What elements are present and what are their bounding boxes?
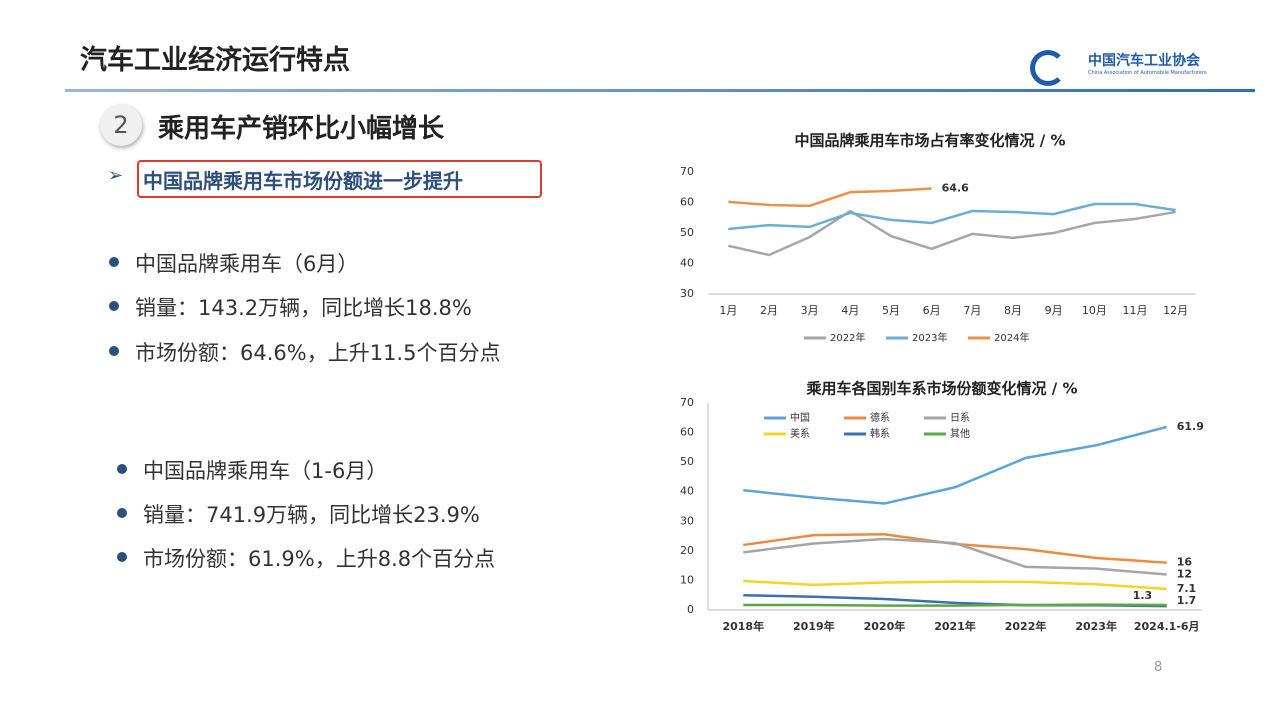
data-label: 1.7	[1177, 594, 1197, 607]
series-line	[728, 187, 932, 208]
bullet: 销量：741.9万辆，同比增长23.9%	[117, 499, 480, 529]
data-label: 64.6	[942, 181, 969, 194]
chart-title: 中国品牌乘用车市场占有率变化情况 / %	[795, 132, 1066, 150]
x-tick-label: 2月	[760, 304, 778, 317]
series-line	[743, 537, 1167, 576]
x-tick-label: 3月	[801, 304, 819, 317]
legend-label: 其他	[950, 427, 970, 440]
y-tick-label: 20	[680, 544, 694, 557]
data-label: 1.3	[1133, 589, 1153, 602]
x-tick-label: 11月	[1123, 304, 1148, 317]
x-tick-label: 2018年	[722, 619, 764, 633]
highlight-box: 中国品牌乘用车市场份额进一步提升	[137, 160, 542, 198]
y-tick-label: 60	[680, 426, 694, 439]
x-tick-label: 2020年	[864, 619, 906, 633]
legend-label: 2023年	[912, 331, 947, 344]
logo-icon	[1030, 50, 1066, 86]
series-line	[743, 603, 1167, 607]
slide-title: 汽车工业经济运行特点	[80, 45, 350, 76]
y-tick-label: 50	[680, 455, 694, 468]
x-tick-label: 2023年	[1075, 619, 1117, 633]
series-line	[728, 202, 1176, 231]
bullet: 市场份额：64.6%，上升11.5个百分点	[108, 337, 500, 367]
x-tick-label: 7月	[963, 304, 981, 317]
y-tick-label: 30	[680, 514, 694, 527]
x-tick-label: 4月	[841, 304, 859, 317]
x-tick-label: 6月	[923, 304, 941, 317]
data-label: 12	[1177, 568, 1192, 581]
bullet: 销量：143.2万辆，同比增长18.8%	[109, 292, 472, 322]
x-tick-label: 2019年	[793, 619, 835, 633]
bullet: 市场份额：61.9%，上升8.8个百分点	[116, 543, 495, 573]
data-label: 16	[1177, 556, 1193, 569]
x-tick-label: 9月	[1045, 304, 1063, 317]
data-label: 7.1	[1177, 582, 1197, 595]
chart-title: 乘用车各国别车系市场份额变化情况 / %	[806, 380, 1078, 398]
x-tick-label: 8月	[1004, 304, 1022, 317]
x-tick-label: 1月	[719, 304, 737, 317]
legend-label: 韩系	[870, 427, 890, 440]
x-tick-label: 2021年	[934, 619, 976, 633]
series-line	[743, 533, 1167, 564]
logo-subtext: China Association of Automobile Manufact…	[1088, 70, 1207, 76]
page-number: 8	[1154, 660, 1163, 675]
legend-label: 中国	[790, 411, 810, 424]
x-tick-label: 2024.1-6月	[1134, 620, 1200, 633]
section-title: 乘用车产销环比小幅增长	[158, 114, 445, 144]
data-label: 61.9	[1177, 420, 1204, 433]
legend-label: 日系	[950, 412, 970, 424]
legend-label: 2024年	[994, 331, 1029, 344]
series-line	[743, 425, 1168, 505]
y-tick-label: 70	[680, 396, 694, 409]
series-line	[728, 209, 1176, 257]
y-tick-label: 40	[680, 257, 694, 270]
x-tick-label: 5月	[882, 304, 900, 317]
bullet: 中国品牌乘用车（6月）	[108, 248, 358, 278]
legend-label: 美系	[790, 427, 810, 440]
bullet: 中国品牌乘用车（1-6月）	[116, 455, 387, 485]
y-tick-label: 0	[687, 603, 694, 616]
y-tick-label: 60	[680, 196, 694, 209]
y-tick-label: 30	[680, 287, 694, 300]
section-number: 2	[100, 104, 142, 146]
arrow-icon: ➢	[108, 165, 124, 186]
logo-text: 中国汽车工业协会	[1088, 53, 1200, 69]
y-tick-label: 10	[680, 573, 694, 586]
series-line	[743, 579, 1167, 591]
x-tick-label: 10月	[1082, 304, 1107, 317]
y-tick-label: 70	[680, 165, 694, 178]
legend-label: 德系	[870, 411, 890, 424]
x-tick-label: 2022年	[1005, 619, 1047, 633]
legend-label: 2022年	[830, 331, 865, 344]
y-tick-label: 50	[680, 226, 694, 239]
y-tick-label: 40	[680, 485, 694, 498]
header-line	[65, 89, 1255, 92]
x-tick-label: 12月	[1163, 304, 1188, 317]
